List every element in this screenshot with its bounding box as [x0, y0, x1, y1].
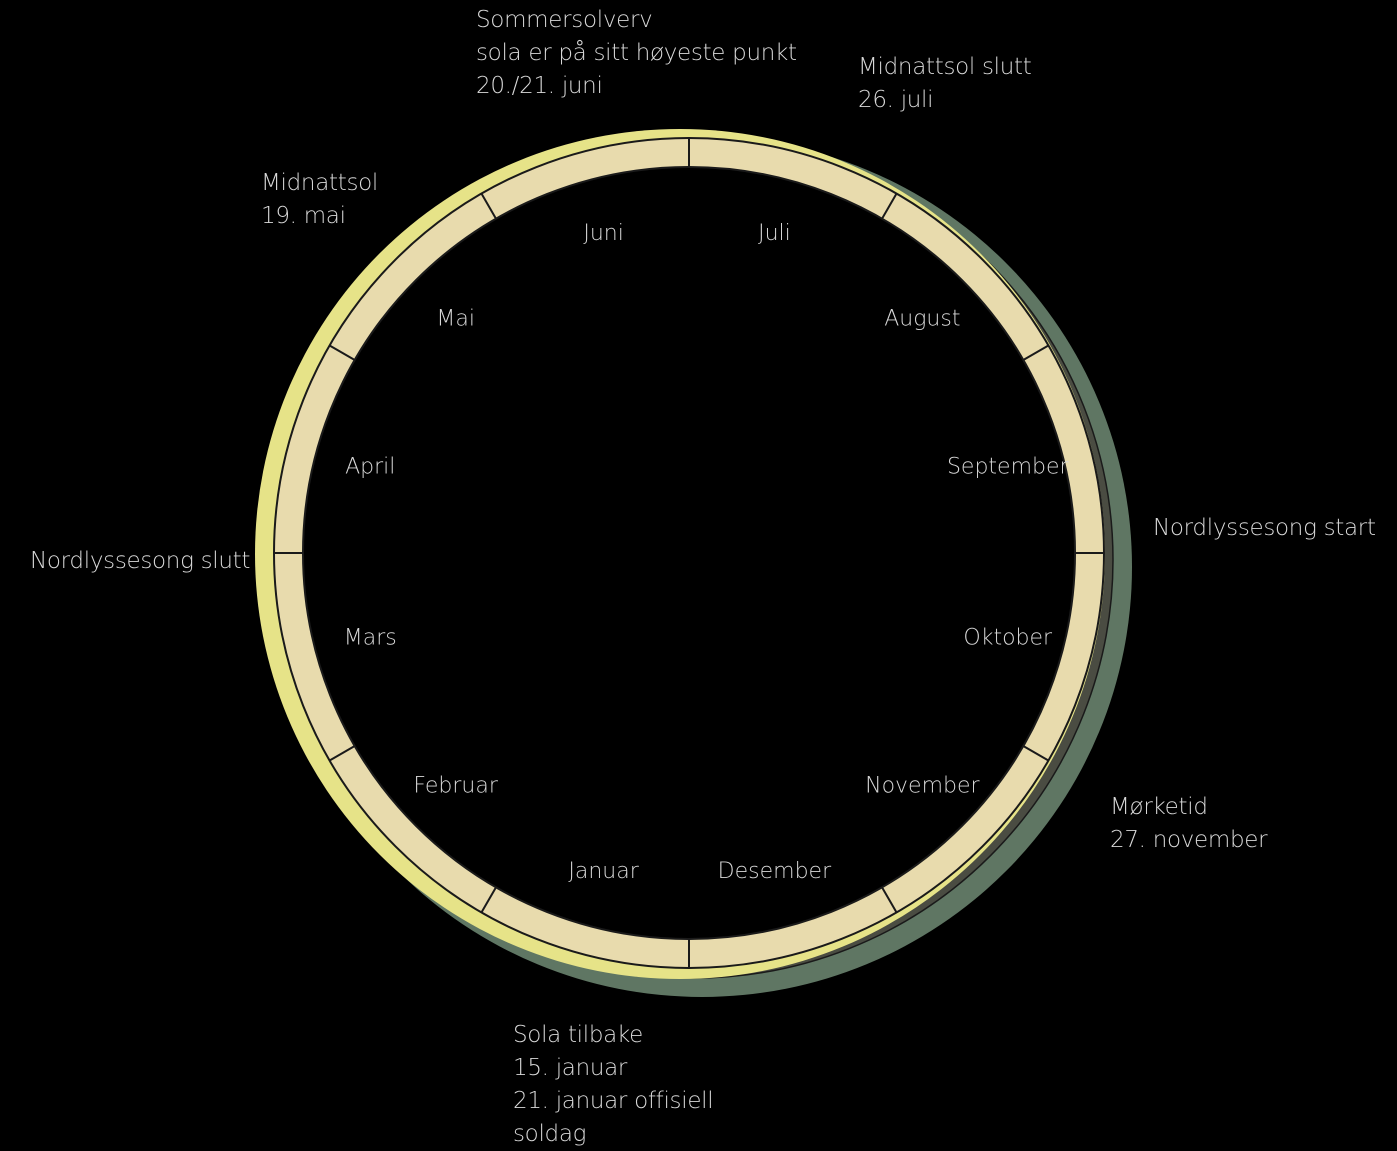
month-label-februar: Februar [413, 773, 498, 798]
month-label-januar: Januar [568, 859, 639, 884]
midnight-sun-end-annotation: Midnattsol slutt 26. juli [858, 51, 1032, 117]
midnight-sun-end-title: Midnattsol slutt [858, 54, 1032, 80]
month-label-april: April [345, 455, 395, 480]
midnight-sun-title: Midnattsol [261, 170, 378, 196]
sun-returns-official: 21. januar offisiell [513, 1088, 714, 1114]
month-divider [881, 886, 898, 913]
polar-night-title: Mørketid [1110, 794, 1208, 820]
midnight-sun-end-date: 26. juli [858, 87, 934, 113]
month-dividers [274, 138, 1104, 968]
aurora-end-annotation: Nordlyssesong slutt [30, 545, 250, 578]
month-ring-inner [302, 166, 1076, 940]
month-label-september: September [947, 455, 1070, 480]
sun-returns-official-cont: soldag [513, 1121, 587, 1147]
summer-solstice-annotation: Sommersolverv sola er på sitt høyeste pu… [476, 4, 797, 103]
summer-solstice-date: 20./21. juni [476, 73, 603, 99]
month-label-desember: Desember [718, 859, 832, 884]
midnight-sun-annotation: Midnattsol 19. mai [261, 167, 378, 233]
aurora-start-annotation: Nordlyssesong start [1153, 512, 1376, 545]
month-label-mars: Mars [344, 625, 397, 650]
midnight-sun-date: 19. mai [261, 203, 346, 229]
month-label-november: November [865, 773, 980, 798]
month-label-juli: Juli [758, 221, 791, 246]
polar-night-annotation: Mørketid 27. november [1110, 791, 1268, 857]
summer-solstice-desc: sola er på sitt høyeste punkt [476, 40, 797, 66]
month-divider [1022, 745, 1049, 762]
aurora-start-title: Nordlyssesong start [1153, 515, 1376, 541]
month-labels: Januar Februar Mars April Mai Juni Juli August S… [344, 221, 1070, 884]
month-divider [480, 886, 497, 913]
month-divider [881, 193, 898, 220]
month-label-juni: Juni [583, 221, 624, 246]
month-divider [1022, 344, 1049, 361]
aurora-end-title: Nordlyssesong slutt [30, 548, 251, 574]
month-label-mai: Mai [436, 307, 475, 332]
month-divider [329, 745, 356, 762]
polar-night-date: 27. november [1110, 827, 1268, 853]
sun-returns-date: 15. januar [513, 1055, 628, 1081]
sun-returns-annotation: Sola tilbake 15. januar 21. januar offis… [513, 1019, 714, 1151]
summer-solstice-title: Sommersolverv [476, 7, 653, 33]
month-divider [480, 193, 497, 220]
month-label-august: August [884, 307, 960, 332]
month-divider [329, 344, 356, 361]
month-label-oktober: Oktober [963, 625, 1053, 650]
sun-returns-title: Sola tilbake [513, 1022, 644, 1048]
